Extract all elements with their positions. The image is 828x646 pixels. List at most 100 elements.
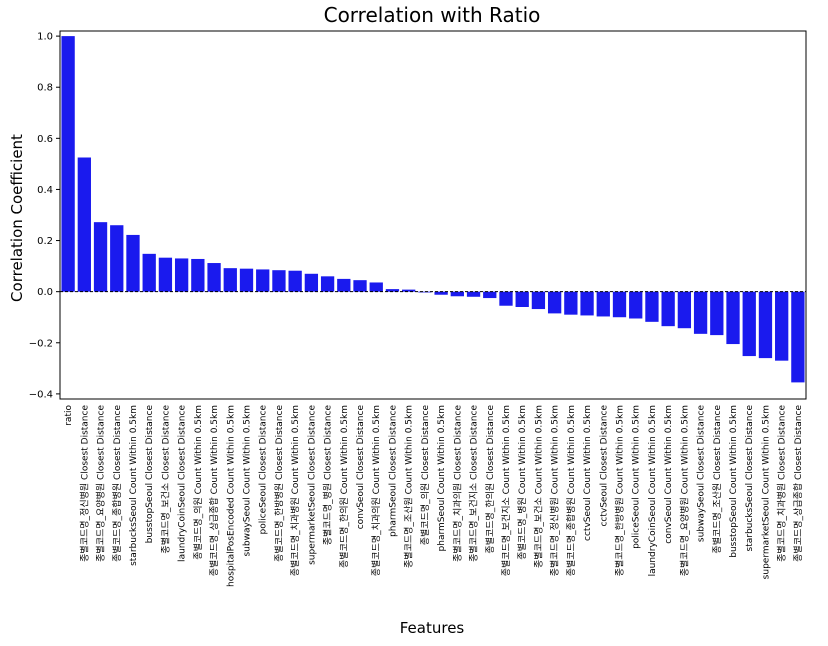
- x-tick-label: cctvSeoul Closest Distance: [599, 405, 609, 527]
- x-tick-label: 종별코드명_조산원 Closest Distance: [712, 405, 723, 554]
- bar: [385, 289, 400, 292]
- y-tick-label: 0.2: [37, 236, 53, 247]
- x-tick-label: ratio: [64, 405, 74, 426]
- x-tick-label: pharmSeoul Count Within 0.5km: [437, 405, 447, 551]
- x-tick-label: supermarketSeoul Closest Distance: [307, 405, 317, 565]
- bar: [239, 268, 254, 292]
- bar: [547, 291, 562, 314]
- y-tick-label: −0.4: [29, 389, 53, 400]
- y-tick-label: −0.2: [29, 338, 53, 349]
- bar: [726, 291, 740, 345]
- bar: [596, 291, 610, 317]
- x-tick-label: 종별코드명_조산원 Count Within 0.5km: [404, 405, 415, 568]
- bar: [450, 291, 464, 297]
- y-tick-label: 0.6: [37, 134, 53, 145]
- y-tick-label: 0.0: [37, 287, 53, 298]
- plot-area: ratio 종별코드명_정신병원 Closest Distance 종별코드명_요양…: [29, 30, 807, 587]
- bar: [775, 291, 789, 361]
- x-tick-label: 종별코드명_상급종합 Closest Distance: [793, 405, 804, 562]
- bar: [758, 291, 773, 359]
- x-tick-label: 종별코드명_종합병원 Count Within 0.5km: [566, 405, 577, 576]
- bar: [272, 270, 286, 292]
- x-tick-label: policeSeoul Closest Distance: [259, 405, 269, 535]
- x-tick-label: 종별코드명_정신병원 Closest Distance: [79, 405, 90, 562]
- bar: [612, 291, 627, 318]
- bar: [677, 291, 692, 329]
- bar: [515, 291, 529, 307]
- x-tick-label: starbucksSeoul Count Within 0.5km: [129, 405, 139, 566]
- x-axis-label: Features: [400, 619, 465, 637]
- x-tick-label: busstopSeoul Closest Distance: [145, 405, 155, 544]
- bar: [61, 36, 75, 292]
- x-tick-label: 종별코드명_보건지소 Count Within 0.5km: [501, 405, 512, 576]
- x-tick-label: laundryCoinSeoul Count Within 0.5km: [648, 405, 658, 576]
- bar: [304, 273, 319, 292]
- bar: [564, 291, 578, 315]
- bar: [499, 291, 513, 306]
- bar: [661, 291, 675, 327]
- bar: [369, 282, 383, 292]
- x-tick-label: 종별코드명_치과의원 Count Within 0.5km: [370, 405, 382, 576]
- bar: [710, 291, 724, 336]
- x-tick-label: 종별코드명_의원 Count Within 0.5km: [193, 405, 204, 560]
- x-tick-label: 종별코드명_상급종합 Count Within 0.5km: [209, 405, 220, 576]
- y-tick-label: 1.0: [37, 32, 53, 43]
- bar: [402, 289, 416, 292]
- bar: [223, 268, 237, 292]
- bar: [337, 278, 351, 292]
- x-tick-label: laundryCoinSeoul Closest Distance: [178, 405, 188, 562]
- x-tick-label: 종별코드명_요양병원 Closest Distance: [96, 405, 107, 562]
- x-tick-label: 종별코드명_한의원 Closest Distance: [485, 405, 496, 554]
- x-tick-label: 종별코드명_치과병원 Closest Distance: [776, 405, 788, 562]
- x-tick-label: subwaySeoul Closest Distance: [697, 405, 707, 543]
- bar: [742, 291, 756, 357]
- bar: [110, 225, 124, 292]
- bar: [93, 222, 108, 292]
- x-tick-label: 종별코드명_요양병원 Count Within 0.5km: [679, 405, 690, 576]
- x-tick-label: 종별코드명_보건지소 Closest Distance: [469, 405, 480, 562]
- bar: [207, 263, 221, 292]
- bar: [320, 276, 335, 292]
- x-tick-label: 종별코드명_치과병원 Count Within 0.5km: [289, 405, 301, 576]
- x-tick-label: pharmSeoul Closest Distance: [388, 405, 398, 537]
- x-tick-label: convSeoul Closest Distance: [356, 405, 366, 530]
- bar: [645, 291, 659, 322]
- x-tick-label: convSeoul Count Within 0.5km: [664, 405, 674, 544]
- bar: [77, 157, 91, 292]
- bar: [466, 291, 481, 297]
- x-tick-label: hospitalPosEncoded Count Within 0.5km: [226, 405, 236, 587]
- x-tick-label: 종별코드명_한의원 Count Within 0.5km: [339, 405, 350, 568]
- x-tick-label: 종별코드명_의원 Closest Distance: [420, 405, 431, 546]
- bar: [174, 258, 189, 292]
- bar: [791, 291, 805, 383]
- bar: [256, 269, 270, 292]
- bar: [353, 280, 367, 292]
- bar: [158, 257, 173, 292]
- chart-title: Correlation with Ratio: [324, 3, 541, 27]
- x-tick-label: 종별코드명_보건소 Closest Distance: [160, 405, 171, 554]
- x-tick-label: 종별코드명_병원 Count Within 0.5km: [517, 405, 528, 560]
- x-tick-label: 종별코드명_종합병원 Closest Distance: [112, 405, 123, 562]
- x-tick-label: starbucksSeoul Closest Distance: [745, 405, 755, 552]
- bar: [531, 291, 546, 310]
- x-tick-label: supermarketSeoul Count Within 0.5km: [761, 405, 771, 579]
- x-tick-label: policeSeoul Count Within 0.5km: [632, 405, 642, 549]
- x-tick-label: 종별코드명_치과의원 Closest Distance: [451, 405, 463, 562]
- x-tick-label: 종별코드명_보건소 Count Within 0.5km: [533, 405, 544, 568]
- bar: [434, 291, 448, 295]
- bar: [142, 253, 156, 292]
- y-tick-label: 0.4: [37, 185, 53, 196]
- x-tick-label: subwaySeoul Count Within 0.5km: [243, 405, 253, 557]
- bar: [483, 291, 497, 299]
- plot-frame: [59, 30, 807, 400]
- y-tick-label: 0.8: [37, 83, 53, 94]
- x-tick-label: busstopSeoul Count Within 0.5km: [729, 405, 739, 558]
- y-axis-label: Correlation Coefficient: [8, 134, 26, 302]
- bar: [126, 234, 140, 292]
- bar: [418, 291, 432, 293]
- bar: [629, 291, 643, 319]
- bar: [580, 291, 594, 316]
- bar: [191, 258, 205, 292]
- bar: [288, 270, 302, 292]
- x-tick-label: 종별코드명_병원 Closest Distance: [323, 405, 334, 546]
